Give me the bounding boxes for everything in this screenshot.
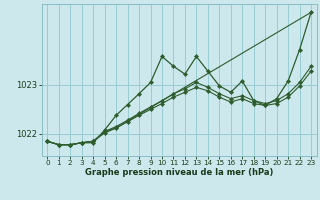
X-axis label: Graphe pression niveau de la mer (hPa): Graphe pression niveau de la mer (hPa) xyxy=(85,168,273,177)
